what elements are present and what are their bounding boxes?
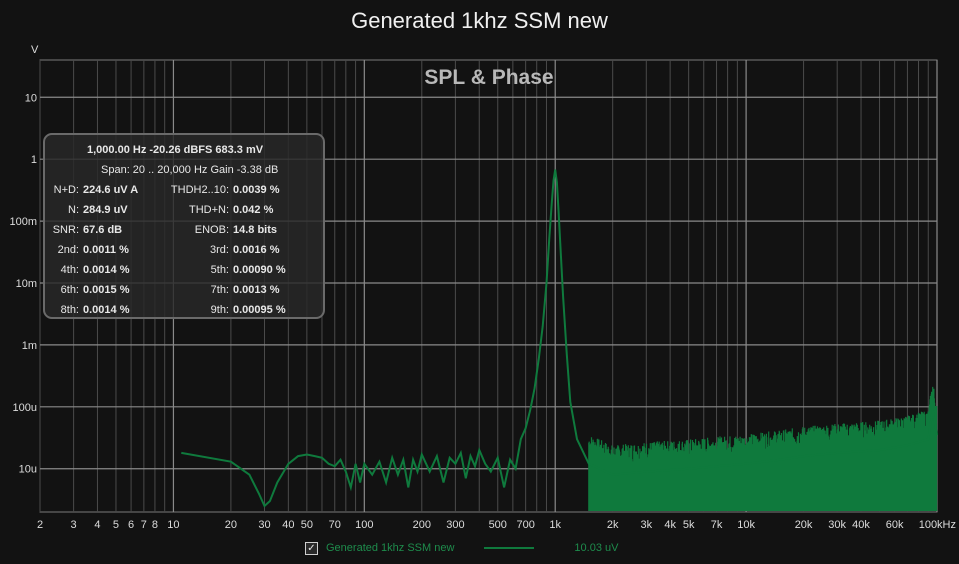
info-label: THDH2..10: — [170, 184, 229, 196]
x-tick-label: 60k — [886, 519, 904, 531]
info-value: 224.6 uV A — [83, 184, 139, 196]
info-label: 6th: — [60, 284, 79, 296]
info-value: 0.0016 % — [233, 244, 280, 256]
series-visibility-checkbox[interactable]: ✓ — [305, 541, 318, 555]
info-label: 7th: — [210, 284, 229, 296]
info-fundamental: 1,000.00 Hz -20.26 dBFS 683.3 mV — [87, 144, 264, 156]
y-tick-label: 1 — [31, 154, 37, 166]
x-tick-label: 700 — [516, 519, 534, 531]
legend-series-value: 10.03 uV — [574, 542, 619, 554]
info-label: THD+N: — [188, 204, 229, 216]
x-tick-label: 100kHz — [919, 519, 956, 531]
x-tick-label: 50 — [301, 519, 313, 531]
info-value: 0.00095 % — [233, 304, 286, 316]
y-tick-label: 100m — [9, 216, 37, 228]
x-tick-label: 4 — [94, 519, 100, 531]
x-tick-label: 6 — [128, 519, 134, 531]
x-tick-label: 30 — [258, 519, 270, 531]
y-tick-label: 10m — [16, 278, 37, 290]
x-tick-label: 10k — [737, 519, 755, 531]
info-label: SNR: — [52, 224, 79, 236]
info-value: 0.00090 % — [233, 264, 286, 276]
x-tick-label: 20k — [795, 519, 813, 531]
x-tick-label: 5 — [113, 519, 119, 531]
info-value: 0.042 % — [233, 204, 274, 216]
y-tick-labels: 10 1 100m 10m 1m 100u 10u — [9, 92, 37, 475]
info-value: 0.0015 % — [83, 284, 130, 296]
y-tick-label: 10 — [25, 92, 37, 104]
x-tick-label: 7 — [141, 519, 147, 531]
info-value: 0.0011 % — [83, 244, 129, 256]
info-value: 67.6 dB — [83, 224, 123, 236]
info-value: 284.9 uV — [83, 204, 128, 216]
window-title: Generated 1khz SSM new — [351, 8, 608, 33]
info-value: 0.0014 % — [83, 304, 130, 316]
x-tick-label: 1k — [549, 519, 561, 531]
noise-band-path — [588, 386, 938, 511]
info-label: 9th: — [210, 304, 229, 316]
x-tick-label: 2 — [37, 519, 43, 531]
info-value: 14.8 bits — [233, 224, 278, 236]
info-label: N+D: — [53, 184, 79, 196]
x-tick-label: 40k — [852, 519, 870, 531]
x-tick-label: 70 — [329, 519, 341, 531]
legend: ✓ Generated 1khz SSM new 10.03 uV — [305, 540, 618, 556]
legend-series-name: Generated 1khz SSM new — [326, 542, 455, 554]
x-tick-label: 40 — [282, 519, 294, 531]
y-tick-label: 1m — [22, 340, 37, 352]
info-span-gain: Span: 20 .. 20,000 Hz Gain -3.38 dB — [101, 164, 279, 176]
y-tick-label: 10u — [19, 464, 37, 476]
series-line — [181, 169, 938, 508]
info-value: 0.0039 % — [233, 184, 280, 196]
info-label: ENOB: — [194, 224, 229, 236]
info-label: N: — [68, 204, 79, 216]
legend-line-swatch — [484, 547, 535, 549]
x-tick-label: 7k — [711, 519, 723, 531]
chart-subtitle: SPL & Phase — [424, 66, 553, 89]
x-tick-label: 200 — [413, 519, 431, 531]
x-tick-label: 30k — [828, 519, 846, 531]
x-tick-label: 20 — [225, 519, 237, 531]
x-tick-label: 300 — [446, 519, 464, 531]
info-label: 4th: — [60, 264, 79, 276]
y-tick-label: 100u — [13, 402, 37, 414]
x-tick-label: 3k — [640, 519, 652, 531]
y-axis-label: V — [31, 44, 39, 56]
info-label: 8th: — [60, 304, 79, 316]
info-label: 2nd: — [57, 244, 79, 256]
noise-floor-band — [588, 386, 938, 511]
info-label: 3rd: — [210, 244, 229, 256]
info-value: 0.0014 % — [83, 264, 130, 276]
x-tick-label: 3 — [71, 519, 77, 531]
info-value: 0.0013 % — [233, 284, 280, 296]
x-tick-label: 10 — [167, 519, 179, 531]
measurement-info-box: 1,000.00 Hz -20.26 dBFS 683.3 mV Span: 2… — [43, 133, 325, 319]
x-tick-label: 8 — [152, 519, 158, 531]
x-tick-label: 2k — [607, 519, 619, 531]
x-tick-label: 4k — [664, 519, 676, 531]
info-label: 5th: — [210, 264, 229, 276]
x-tick-label: 100 — [355, 519, 373, 531]
x-tick-labels: 2 3 4 5 6 7 8 10 20 30 40 50 70 100 200 300 500 700 1k 2k 3k… — [37, 519, 956, 531]
x-tick-label: 5k — [683, 519, 695, 531]
x-tick-label: 500 — [489, 519, 507, 531]
